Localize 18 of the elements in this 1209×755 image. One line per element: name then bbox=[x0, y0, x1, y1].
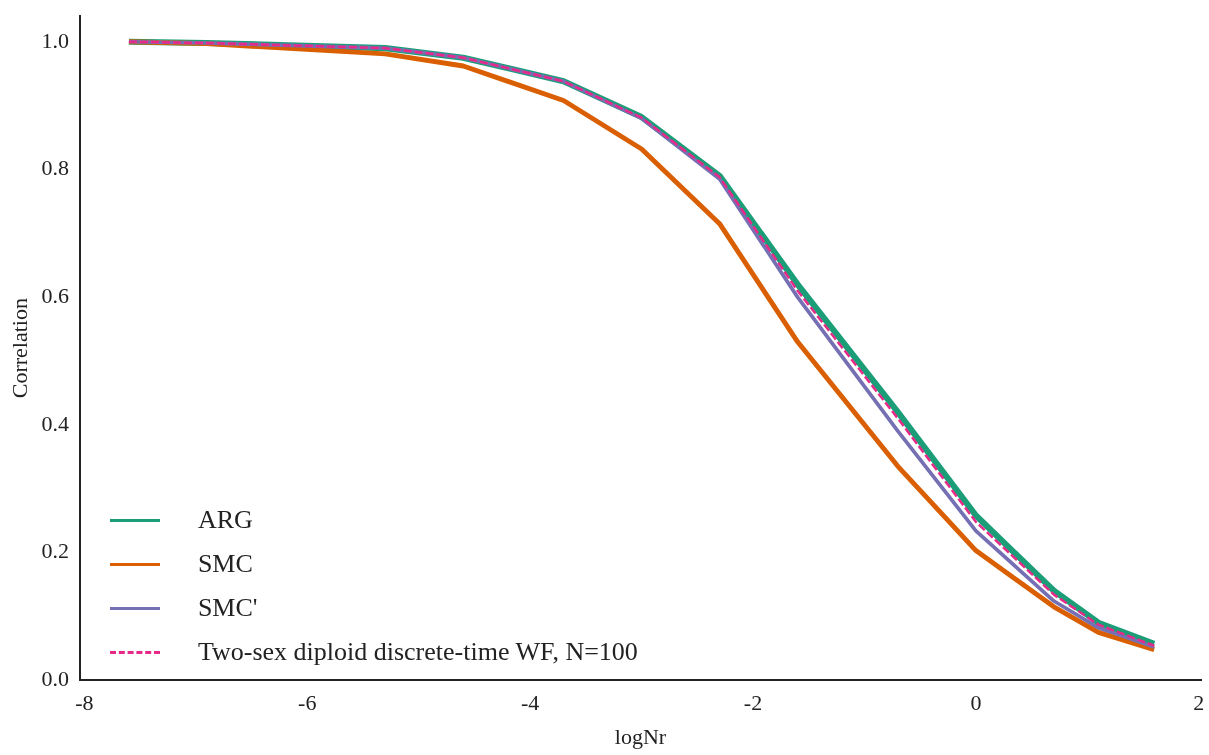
x-axis-title: logNr bbox=[614, 723, 667, 749]
y-tick-label: 0.8 bbox=[41, 155, 69, 181]
x-tick-label: -6 bbox=[298, 690, 317, 716]
legend-label: ARG bbox=[197, 505, 253, 536]
y-tick-label: 0.2 bbox=[41, 538, 69, 564]
x-tick-label: -8 bbox=[75, 690, 94, 716]
y-tick-label: 0.0 bbox=[41, 665, 69, 691]
y-tick-label: 1.0 bbox=[41, 27, 69, 53]
x-tick-label: -4 bbox=[520, 690, 540, 716]
legend-label: SMC bbox=[197, 549, 253, 580]
legend-label: SMC' bbox=[197, 593, 258, 624]
legend-label: Two-sex diploid discrete-time WF, N=100 bbox=[197, 637, 638, 668]
x-tick-label: 2 bbox=[1193, 690, 1205, 716]
y-axis-title: Correlation bbox=[6, 298, 32, 399]
y-tick-label: 0.4 bbox=[41, 410, 69, 436]
x-tick-label: -2 bbox=[743, 690, 763, 716]
y-tick-label: 0.6 bbox=[41, 282, 69, 308]
x-tick-label: 0 bbox=[970, 690, 982, 716]
